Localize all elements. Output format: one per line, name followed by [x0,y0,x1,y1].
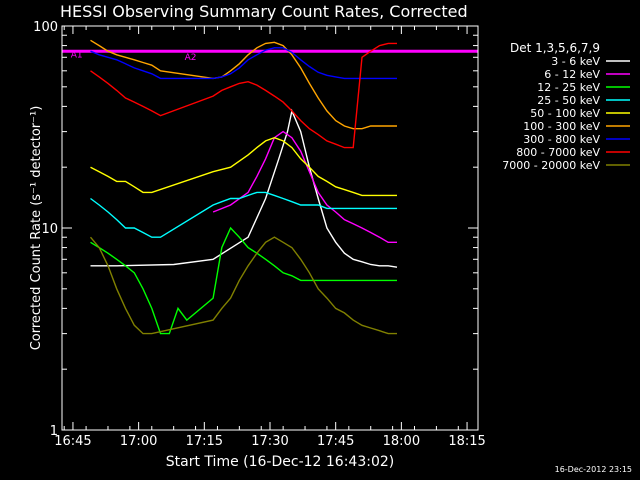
legend-label-4: 25 - 50 keV [537,94,600,107]
legend-label-9: 7000 - 20000 keV [502,159,600,172]
series-line-3 [90,226,397,335]
series-line-7 [90,47,397,80]
legend-label-7: 300 - 800 keV [523,133,600,146]
legend-label-3: 12 - 25 keV [537,81,600,94]
annotation-a1: A1 [71,50,83,60]
x-axis-label: Start Time (16-Dec-12 16:43:02) [166,454,394,470]
x-tick-label: 18:15 [448,434,485,449]
y-tick-label: 100 [33,20,58,35]
legend-label-8: 800 - 7000 keV [516,146,600,159]
legend-label-2: 6 - 12 keV [544,68,600,81]
x-tick-label: 16:45 [54,434,91,449]
legend-label-1: 3 - 6 keV [551,55,600,68]
x-tick-label: 17:15 [186,434,223,449]
axes: 16:45 17:00 17:15 17:30 17:45 18:00 18:15 1 10 10… [33,20,486,449]
y-tick-label: 10 [41,222,58,237]
footer-timestamp: 16-Dec-2012 23:15 [555,465,632,474]
legend-title: Det 1,3,5,6,7,9 [510,41,600,55]
series-line-9 [89,236,397,335]
x-tick-label: 17:30 [251,434,288,449]
series-line-8 [90,42,397,149]
series-line-6 [90,39,397,130]
legend-label-5: 50 - 100 keV [530,107,600,120]
series-line-5 [90,136,397,197]
series-line-2 [212,130,397,243]
x-tick-label: 17:45 [317,434,354,449]
x-tick-label: 18:00 [383,434,420,449]
y-tick-label: 1 [50,424,58,439]
chart-title: HESSI Observing Summary Count Rates, Cor… [60,2,468,21]
series-line-4 [90,191,397,238]
plot-area: A1 A2 [62,39,478,335]
x-tick-label: 17:00 [120,434,157,449]
legend-label-6: 100 - 300 keV [523,120,600,133]
annotation-a2: A2 [185,53,197,63]
y-axis-label: Corrected Count Rate (s⁻¹ detector⁻¹) [29,106,44,351]
